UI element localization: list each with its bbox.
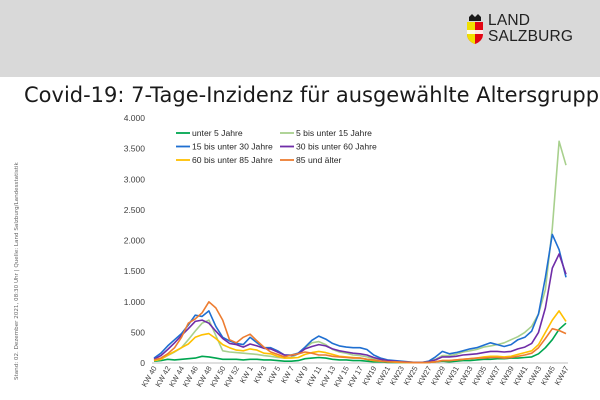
y-tick-label: 4.000: [124, 113, 146, 123]
page-title: Covid-19: 7-Tage-Inzidenz für ausgewählt…: [24, 83, 600, 107]
y-tick-label: 1.000: [124, 297, 146, 307]
coat-of-arms-icon: [467, 14, 483, 44]
header-band: [0, 0, 600, 77]
legend-label: unter 5 Jahre: [192, 128, 243, 138]
series-line: [153, 253, 567, 364]
y-tick-label: 3.000: [124, 174, 146, 184]
x-tick-label: KW47: [553, 365, 571, 387]
series-line: [153, 140, 567, 364]
legend-label: 5 bis unter 15 Jahre: [296, 128, 372, 138]
legend-label: 85 und älter: [296, 155, 342, 165]
land-salzburg-logo: LAND SALZBURG: [466, 12, 586, 52]
logo-line-2: SALZBURG: [488, 28, 574, 45]
y-tick-label: 3.500: [124, 144, 146, 154]
legend-label: 15 bis unter 30 Jahre: [192, 142, 273, 152]
y-tick-label: 2.500: [124, 205, 146, 215]
series-line: [153, 322, 567, 364]
series-line: [153, 233, 567, 364]
series-line: [153, 300, 567, 364]
y-tick-label: 0: [140, 358, 145, 368]
y-tick-label: 500: [131, 327, 145, 337]
y-tick-label: 2.000: [124, 236, 146, 246]
logo-text: LAND SALZBURG: [488, 13, 573, 45]
legend-label: 60 bis unter 85 Jahre: [192, 155, 273, 165]
y-tick-label: 1.500: [124, 266, 146, 276]
logo-line-1: LAND: [488, 12, 531, 29]
legend-label: 30 bis unter 60 Jahre: [296, 142, 377, 152]
